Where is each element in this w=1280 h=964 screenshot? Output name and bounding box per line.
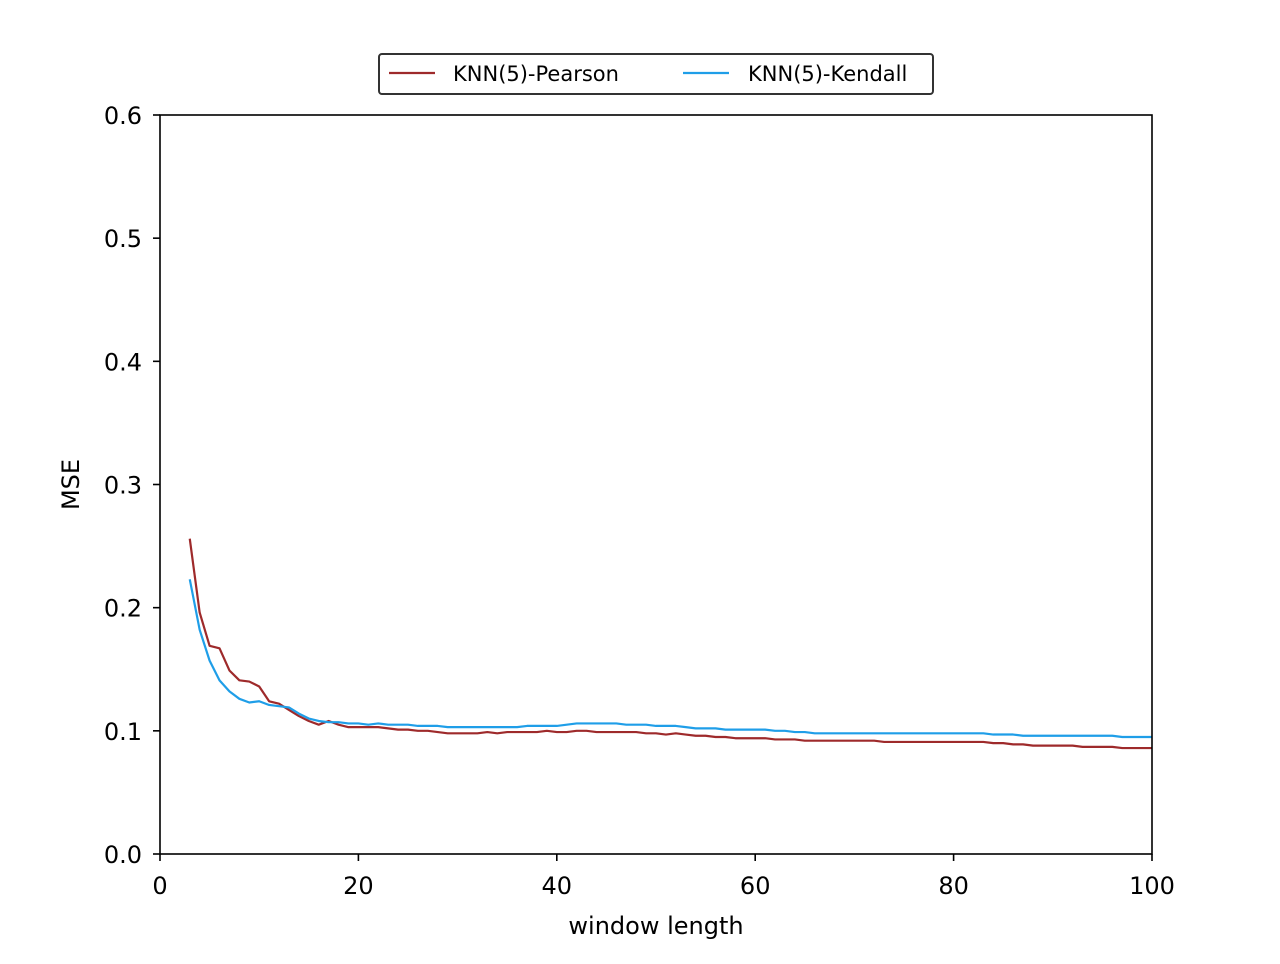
legend-label-kendall: KNN(5)-Kendall	[748, 62, 907, 86]
y-tick-label: 0.4	[104, 348, 142, 376]
x-axis-label: window length	[568, 912, 743, 940]
y-tick-label: 0.1	[104, 718, 142, 746]
x-tick-label: 60	[740, 872, 771, 900]
y-tick-label: 0.2	[104, 595, 142, 623]
x-axis: 0 20 40 60 80 100	[152, 854, 1175, 900]
y-tick-label: 0.0	[104, 841, 142, 869]
y-tick-label: 0.5	[104, 225, 142, 253]
legend: KNN(5)-Pearson KNN(5)-Kendall	[378, 53, 934, 95]
x-tick-label: 80	[938, 872, 969, 900]
x-tick-label: 40	[542, 872, 573, 900]
legend-label-pearson: KNN(5)-Pearson	[453, 62, 619, 86]
y-tick-label: 0.6	[104, 102, 142, 130]
y-axis-label: MSE	[57, 459, 85, 510]
legend-box	[378, 53, 934, 95]
series-line-kendall	[188, 579, 1152, 739]
y-tick-label: 0.3	[104, 472, 142, 500]
x-tick-label: 100	[1129, 872, 1175, 900]
y-axis: 0.0 0.1 0.2 0.3 0.4 0.5 0.6	[104, 102, 160, 869]
series-line-pearson	[188, 538, 1152, 750]
x-tick-label: 20	[343, 872, 374, 900]
series-layer	[188, 538, 1152, 750]
x-tick-label: 0	[152, 872, 167, 900]
